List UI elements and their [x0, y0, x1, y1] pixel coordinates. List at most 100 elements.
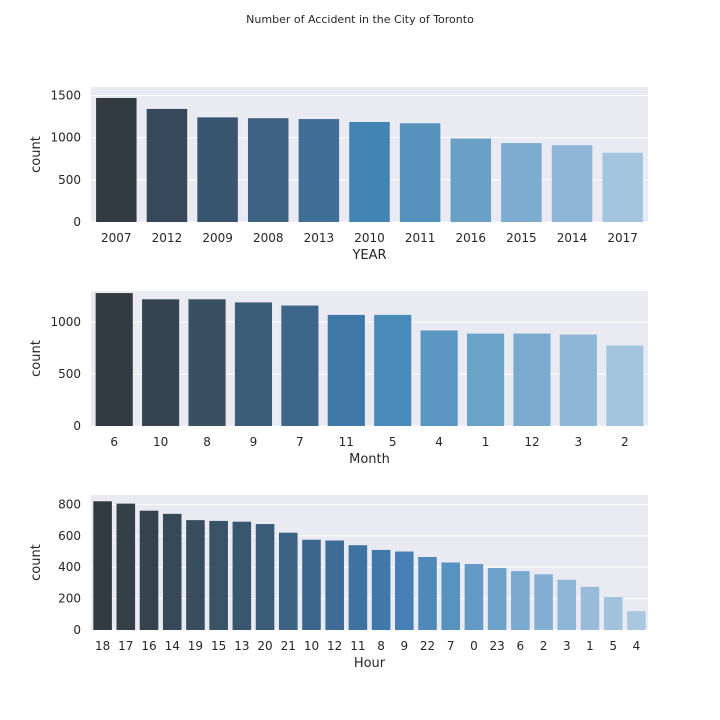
x-tick-label: 13 [234, 639, 249, 653]
y-axis-label: count [29, 544, 44, 581]
x-tick-label: 2014 [557, 231, 588, 245]
x-tick-label: 20 [257, 639, 272, 653]
y-tick-label: 400 [58, 560, 81, 574]
bar [627, 611, 646, 630]
x-tick-label: 14 [165, 639, 180, 653]
y-tick-label: 0 [73, 215, 81, 229]
bar [559, 334, 597, 426]
x-tick-label: 2 [621, 435, 629, 449]
x-tick-label: 23 [490, 639, 505, 653]
bar [603, 597, 623, 630]
x-tick-label: 2017 [607, 231, 638, 245]
x-tick-label: 19 [188, 639, 203, 653]
bar [602, 152, 643, 222]
x-tick-label: 11 [339, 435, 354, 449]
x-tick-label: 16 [141, 639, 156, 653]
bar [349, 122, 390, 222]
bar [348, 545, 368, 630]
x-tick-label: 7 [447, 639, 455, 653]
bar [255, 524, 275, 630]
y-tick-label: 0 [73, 419, 81, 433]
bar [188, 299, 226, 426]
figure-title: Number of Accident in the City of Toront… [246, 13, 474, 26]
chart-panel: 0 500 1000 6 10 8 9 7 11 5 4 1 12 3 2 Month count [29, 291, 648, 467]
x-tick-label: 10 [304, 639, 319, 653]
x-tick-label: 2008 [253, 231, 284, 245]
x-tick-label: 2016 [455, 231, 486, 245]
x-tick-label: 0 [470, 639, 478, 653]
x-tick-label: 10 [153, 435, 168, 449]
x-tick-label: 15 [211, 639, 226, 653]
x-tick-label: 6 [517, 639, 525, 653]
x-tick-label: 1 [586, 639, 594, 653]
x-tick-label: 2007 [101, 231, 132, 245]
y-tick-label: 200 [58, 592, 81, 606]
bar [93, 501, 112, 630]
x-tick-label: 12 [524, 435, 539, 449]
y-tick-label: 0 [73, 623, 81, 637]
bar [96, 97, 137, 222]
bar [511, 571, 530, 630]
x-tick-label: 17 [118, 639, 133, 653]
bar [501, 143, 542, 222]
bar [116, 503, 136, 630]
bar [281, 305, 319, 426]
bar [450, 138, 492, 222]
y-tick-label: 1000 [50, 131, 81, 145]
bar [420, 330, 458, 426]
bar [399, 123, 441, 222]
y-tick-label: 500 [58, 173, 81, 187]
plot-background [91, 291, 648, 426]
x-tick-label: 12 [327, 639, 342, 653]
x-tick-label: 2011 [405, 231, 436, 245]
bar [142, 299, 180, 426]
x-tick-label: 8 [203, 435, 211, 449]
x-tick-label: 3 [563, 639, 571, 653]
x-tick-label: 5 [389, 435, 397, 449]
x-tick-label: 18 [95, 639, 110, 653]
bar [327, 314, 365, 426]
y-tick-label: 600 [58, 529, 81, 543]
y-tick-label: 1500 [50, 88, 81, 102]
plot-background [91, 495, 648, 630]
bar [302, 539, 321, 630]
y-tick-label: 1000 [50, 315, 81, 329]
bar [534, 574, 553, 630]
bar [278, 532, 298, 630]
x-tick-label: 5 [609, 639, 617, 653]
bar [232, 521, 252, 630]
bar [298, 119, 340, 222]
bar [487, 567, 507, 630]
bar [606, 345, 644, 426]
x-tick-label: 21 [281, 639, 296, 653]
y-tick-label: 800 [58, 497, 81, 511]
bar [146, 108, 188, 222]
y-axis-label: count [29, 136, 44, 173]
bar [186, 520, 205, 630]
x-tick-label: 22 [420, 639, 435, 653]
x-tick-label: 3 [575, 435, 583, 449]
x-tick-label: 9 [400, 639, 408, 653]
x-tick-label: 6 [110, 435, 118, 449]
bar [580, 586, 600, 630]
x-axis-label: Hour [354, 656, 386, 671]
x-tick-label: 11 [350, 639, 365, 653]
x-tick-label: 9 [250, 435, 258, 449]
bar [209, 520, 228, 630]
bar [418, 557, 437, 630]
y-tick-label: 500 [58, 367, 81, 381]
bar [95, 293, 133, 426]
y-axis-label: count [29, 340, 44, 377]
bar [551, 145, 593, 222]
x-tick-label: 1 [482, 435, 490, 449]
x-tick-label: 4 [633, 639, 641, 653]
x-tick-label: 2 [540, 639, 548, 653]
bar [441, 562, 461, 630]
x-tick-label: 2015 [506, 231, 537, 245]
bar [162, 513, 182, 630]
x-axis-label: YEAR [351, 248, 386, 263]
x-tick-label: 8 [377, 639, 385, 653]
